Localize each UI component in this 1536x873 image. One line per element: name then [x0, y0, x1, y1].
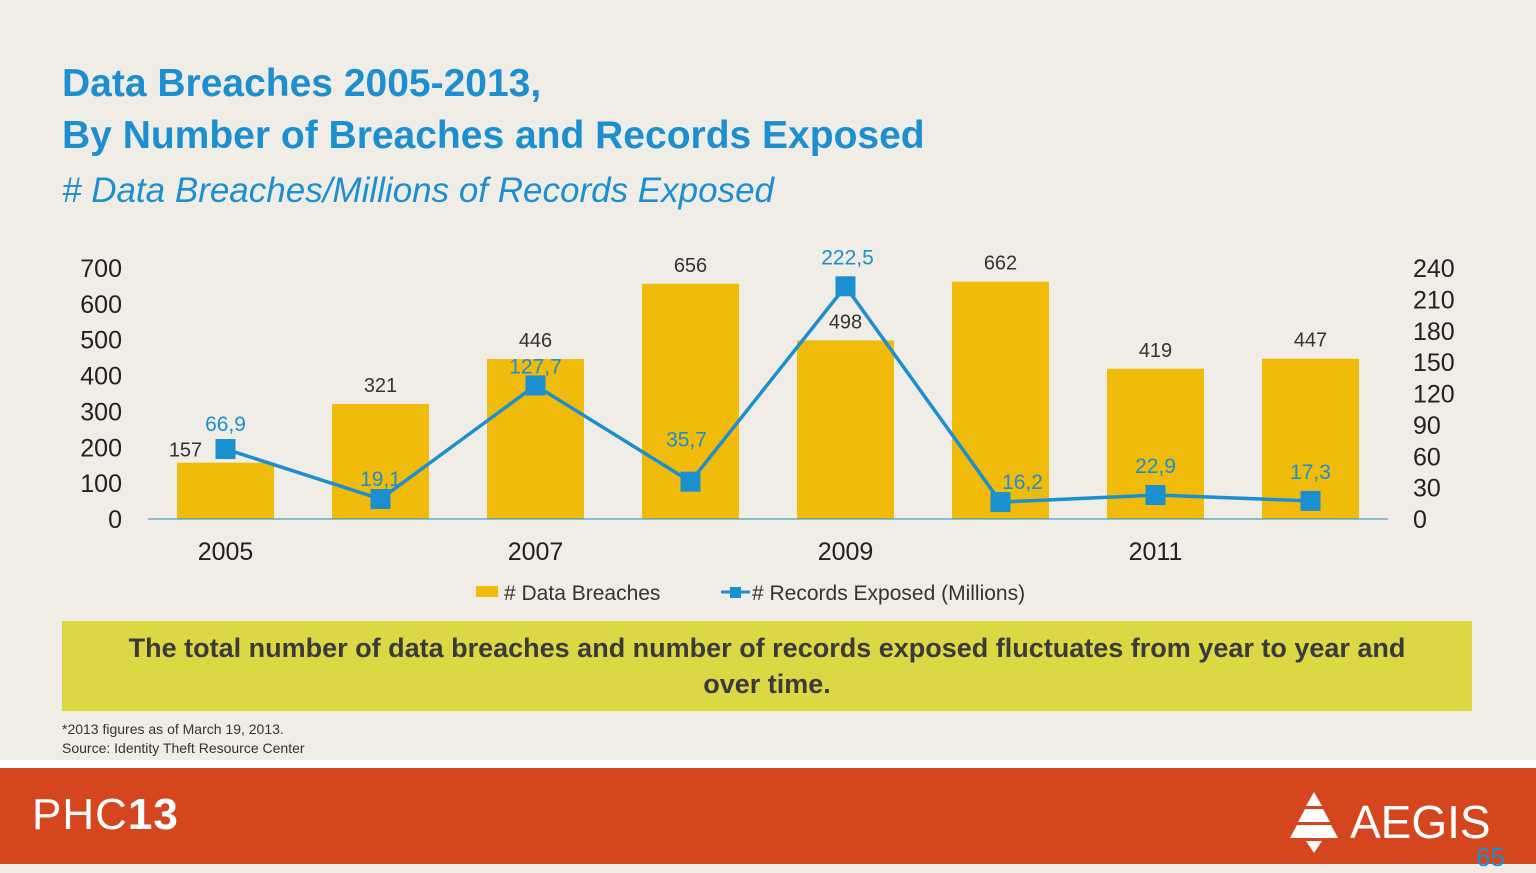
takeaway-text: The total number of data breaches and nu…: [128, 633, 1406, 699]
x-axis: 2005 2007 2009 2011: [198, 538, 1183, 566]
y-left-tick-label: 300: [80, 398, 122, 426]
line-marker: [990, 492, 1011, 513]
y-left-tick-label: 100: [80, 470, 122, 498]
line-marker: [835, 276, 856, 297]
bar-data-label: 498: [829, 311, 862, 333]
x-tick-label: 2009: [818, 538, 874, 566]
y-left-tick-label: 0: [108, 506, 122, 534]
line-series: [215, 276, 1321, 513]
bar-data-labels: 157 321 446 656 498 662 419 447: [169, 253, 1327, 462]
line-data-label: 19,1: [360, 468, 401, 491]
y-right-tick-label: 120: [1413, 381, 1455, 409]
chart-subtitle: # Data Breaches/Millions of Records Expo…: [62, 171, 775, 210]
bar-data-label: 447: [1294, 330, 1327, 352]
bar: [797, 340, 894, 519]
y-right-tick-label: 210: [1413, 286, 1455, 314]
y-left-axis: 0 100 200 300 400 500 600 700: [80, 255, 122, 534]
x-tick-label: 2007: [508, 538, 564, 566]
line-marker: [680, 471, 701, 492]
bar-data-label: 157: [169, 440, 202, 462]
aegis-pyramid-icon: [1290, 792, 1338, 853]
bar-series: [177, 281, 1359, 519]
line-data-label: 17,3: [1290, 461, 1331, 484]
bar-data-label: 321: [364, 375, 397, 397]
y-right-axis: 0 30 60 90 120 150 180 210 240: [1413, 255, 1455, 534]
title-line-2: By Number of Breaches and Records Expose…: [62, 114, 925, 157]
line-data-label: 22,9: [1135, 455, 1176, 478]
footnote-source: Source: Identity Theft Resource Center: [62, 740, 305, 756]
y-right-tick-label: 30: [1413, 475, 1441, 503]
legend-line-marker: [730, 587, 741, 598]
y-right-tick-label: 90: [1413, 412, 1441, 440]
line-data-labels: 66,9 19,1 127,7 35,7 222,5 16,2 22,9 17,3: [205, 246, 1331, 494]
bar-data-label: 656: [674, 255, 707, 277]
line-marker: [1145, 485, 1166, 506]
line-marker: [525, 375, 546, 396]
bar-data-label: 419: [1139, 340, 1172, 362]
legend-line-label: # Records Exposed (Millions): [752, 582, 1025, 605]
legend: # Data Breaches # Records Exposed (Milli…: [476, 582, 1025, 605]
line-data-label: 16,2: [1002, 471, 1043, 494]
line-data-label: 222,5: [821, 246, 874, 269]
y-left-tick-label: 600: [80, 291, 122, 319]
y-right-tick-label: 0: [1413, 506, 1427, 534]
legend-bar-swatch: [476, 586, 498, 597]
x-tick-label: 2005: [198, 538, 254, 566]
title-line-1: Data Breaches 2005-2013,: [62, 62, 542, 105]
bar-data-label: 446: [519, 330, 552, 352]
footnote-note: *2013 figures as of March 19, 2013.: [62, 721, 284, 737]
bar: [952, 281, 1049, 519]
y-left-tick-label: 500: [80, 327, 122, 355]
line-data-label: 66,9: [205, 413, 246, 436]
phc13-logo: PHC13: [32, 790, 179, 839]
line-data-label: 35,7: [666, 429, 707, 452]
combo-chart: 0 100 200 300 400 500 600 700 0 30 60 90 120 150 180 2…: [80, 246, 1455, 605]
x-tick-label: 2011: [1129, 538, 1183, 566]
y-left-tick-label: 400: [80, 363, 122, 391]
line-marker: [215, 439, 236, 460]
legend-bar-label: # Data Breaches: [504, 582, 660, 605]
footnotes: *2013 figures as of March 19, 2013. Sour…: [62, 720, 305, 758]
page-title: Data Breaches 2005-2013, By Number of Br…: [62, 58, 925, 162]
aegis-wordmark: AEGIS: [1350, 796, 1491, 848]
y-right-tick-label: 60: [1413, 443, 1441, 471]
bar: [177, 462, 274, 519]
line-marker: [370, 489, 391, 510]
y-left-tick-label: 700: [80, 255, 122, 283]
y-right-tick-label: 240: [1413, 255, 1455, 283]
bar-data-label: 662: [984, 253, 1017, 275]
line-marker: [1300, 490, 1321, 511]
page-number: 65: [1476, 842, 1505, 872]
footer-divider: [0, 760, 1536, 768]
aegis-logo: AEGIS: [1286, 790, 1491, 854]
footer-bar: [0, 768, 1536, 864]
y-right-tick-label: 150: [1413, 349, 1455, 377]
y-right-tick-label: 180: [1413, 318, 1455, 346]
y-left-tick-label: 200: [80, 434, 122, 462]
records-line: [224, 283, 1311, 504]
line-data-label: 127,7: [509, 355, 562, 378]
takeaway-banner: The total number of data breaches and nu…: [62, 621, 1472, 711]
